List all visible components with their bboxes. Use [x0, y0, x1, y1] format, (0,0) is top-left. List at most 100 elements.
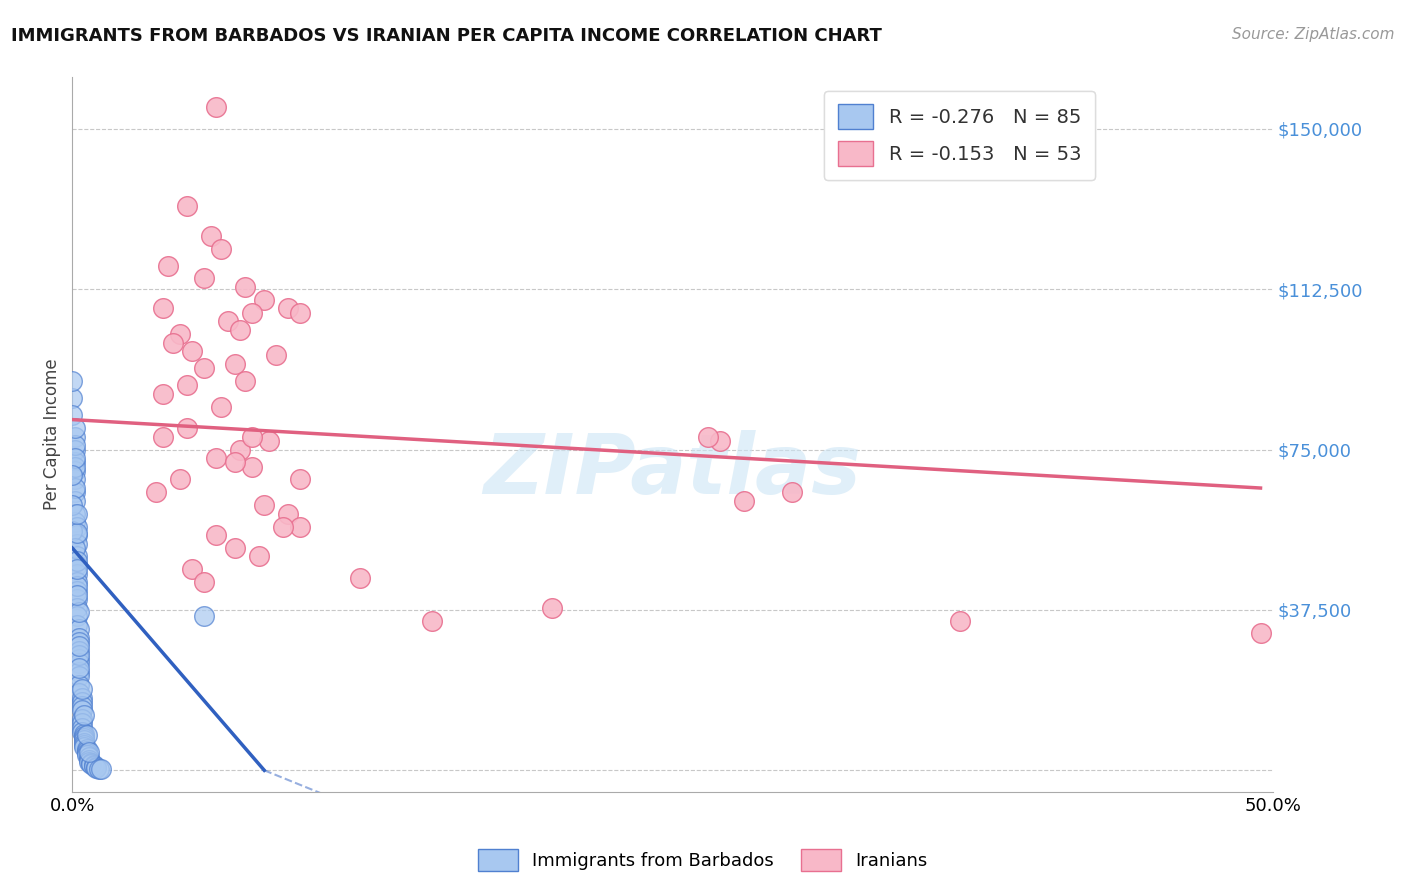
Point — [249, 549, 271, 564]
Point — [70, 716, 93, 731]
Point — [193, 575, 215, 590]
Point — [77, 745, 100, 759]
Point — [224, 357, 246, 371]
Point — [224, 455, 246, 469]
Point — [152, 301, 174, 316]
Point — [77, 750, 100, 764]
Point — [67, 635, 90, 649]
Point — [60, 468, 83, 483]
Point — [176, 378, 198, 392]
Point — [66, 562, 89, 576]
Point — [76, 728, 98, 742]
Point — [290, 519, 312, 533]
Point — [152, 387, 174, 401]
Point — [169, 473, 191, 487]
Point — [290, 473, 312, 487]
Point — [70, 703, 93, 717]
Point — [193, 271, 215, 285]
Point — [76, 742, 98, 756]
Y-axis label: Per Capita Income: Per Capita Income — [44, 359, 60, 510]
Point — [949, 614, 972, 628]
Point — [217, 314, 239, 328]
Point — [76, 748, 98, 763]
Point — [70, 681, 93, 696]
Point — [67, 678, 90, 692]
Point — [83, 758, 105, 772]
Point — [253, 293, 276, 307]
Point — [63, 481, 86, 495]
Point — [87, 762, 110, 776]
Point — [193, 609, 215, 624]
Point — [60, 524, 83, 538]
Point — [63, 430, 86, 444]
Point — [66, 525, 89, 540]
Point — [63, 473, 86, 487]
Point — [66, 575, 89, 590]
Text: ZIPatlas: ZIPatlas — [484, 430, 862, 511]
Point — [66, 554, 89, 568]
Point — [181, 344, 204, 359]
Point — [66, 566, 89, 581]
Point — [84, 761, 107, 775]
Point — [277, 507, 299, 521]
Point — [66, 588, 89, 602]
Point — [169, 327, 191, 342]
Point — [205, 451, 228, 466]
Point — [181, 562, 204, 576]
Point — [67, 657, 90, 671]
Point — [66, 536, 89, 550]
Point — [60, 498, 83, 512]
Point — [67, 652, 90, 666]
Point — [209, 400, 232, 414]
Point — [66, 600, 89, 615]
Point — [73, 731, 96, 746]
Point — [782, 485, 804, 500]
Point — [60, 409, 83, 423]
Point — [66, 579, 89, 593]
Legend: Immigrants from Barbados, Iranians: Immigrants from Barbados, Iranians — [471, 842, 935, 879]
Point — [66, 609, 89, 624]
Point — [73, 735, 96, 749]
Point — [67, 648, 90, 662]
Point — [66, 549, 89, 564]
Point — [67, 661, 90, 675]
Point — [90, 763, 112, 777]
Legend: R = -0.276   N = 85, R = -0.153   N = 53: R = -0.276 N = 85, R = -0.153 N = 53 — [824, 91, 1095, 179]
Point — [253, 498, 276, 512]
Point — [70, 695, 93, 709]
Point — [77, 753, 100, 767]
Point — [80, 756, 103, 771]
Point — [233, 374, 256, 388]
Point — [66, 558, 89, 572]
Point — [63, 459, 86, 474]
Point — [162, 335, 184, 350]
Point — [63, 421, 86, 435]
Point — [257, 434, 280, 448]
Point — [224, 541, 246, 555]
Point — [233, 280, 256, 294]
Point — [60, 374, 83, 388]
Point — [205, 100, 228, 114]
Point — [66, 507, 89, 521]
Point — [70, 712, 93, 726]
Point — [193, 361, 215, 376]
Point — [266, 348, 288, 362]
Point — [240, 459, 263, 474]
Point — [205, 528, 228, 542]
Point — [152, 430, 174, 444]
Point — [229, 442, 252, 457]
Point — [73, 729, 96, 743]
Point — [145, 485, 167, 500]
Point — [70, 724, 93, 739]
Point — [240, 430, 263, 444]
Text: IMMIGRANTS FROM BARBADOS VS IRANIAN PER CAPITA INCOME CORRELATION CHART: IMMIGRANTS FROM BARBADOS VS IRANIAN PER … — [11, 27, 882, 45]
Point — [67, 686, 90, 700]
Point — [66, 528, 89, 542]
Point — [73, 727, 96, 741]
Point — [1250, 626, 1272, 640]
Point — [63, 507, 86, 521]
Point — [240, 306, 263, 320]
Point — [63, 455, 86, 469]
Point — [420, 614, 443, 628]
Point — [63, 541, 86, 555]
